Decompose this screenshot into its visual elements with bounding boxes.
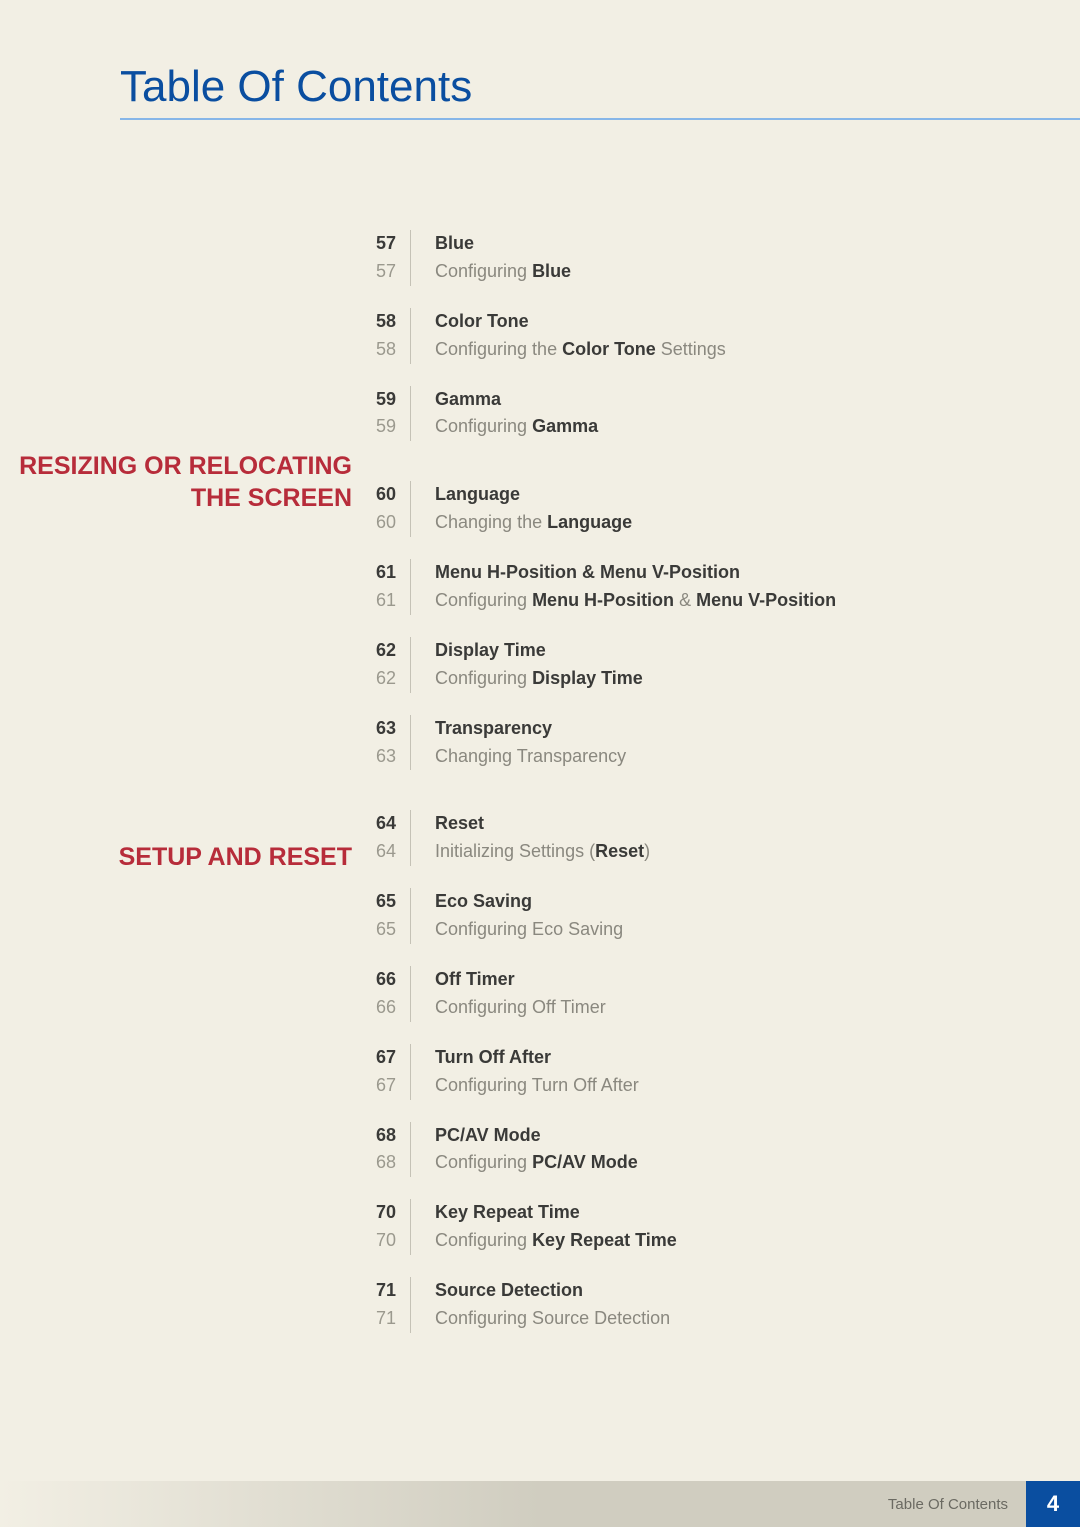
toc-page: 60 [370,509,396,537]
toc-page: 59 [370,413,396,441]
section-title-resizing: RESIZING OR RELOCATING THE SCREEN [0,450,352,514]
toc-heading[interactable]: Display Time [435,637,971,665]
toc-group: 65 65 Eco Saving Configuring Eco Saving [370,888,971,944]
toc-heading[interactable]: Off Timer [435,966,971,994]
toc-heading[interactable]: Blue [435,230,971,258]
toc-sub[interactable]: Configuring Display Time [435,665,971,693]
toc-sub[interactable]: Configuring Eco Saving [435,916,971,944]
toc-sub[interactable]: Initializing Settings (Reset) [435,838,971,866]
header: Table Of Contents [0,0,1080,120]
toc-page: 70 [370,1227,396,1255]
toc-group: 68 68 PC/AV Mode Configuring PC/AV Mode [370,1122,971,1178]
page-number: 4 [1026,1481,1080,1527]
toc-page: 64 [370,810,396,838]
toc-body: 57 57 Blue Configuring Blue 58 58 Color … [370,230,971,1355]
toc-page: 58 [370,308,396,336]
toc-group: 60 60 Language Changing the Language [370,481,971,537]
toc-group: 59 59 Gamma Configuring Gamma [370,386,971,442]
toc-page: 71 [370,1277,396,1305]
toc-content: RESIZING OR RELOCATING THE SCREEN SETUP … [0,120,1080,1355]
toc-sub[interactable]: Configuring the Color Tone Settings [435,336,971,364]
toc-heading[interactable]: PC/AV Mode [435,1122,971,1150]
toc-heading[interactable]: Turn Off After [435,1044,971,1072]
toc-page: 67 [370,1044,396,1072]
toc-heading[interactable]: Key Repeat Time [435,1199,971,1227]
toc-sub[interactable]: Configuring Menu H-Position & Menu V-Pos… [435,587,971,615]
toc-page: 61 [370,559,396,587]
toc-group: 61 61 Menu H-Position & Menu V-Position … [370,559,971,615]
toc-sub[interactable]: Changing Transparency [435,743,971,771]
toc-page: 57 [370,230,396,258]
toc-page: 62 [370,637,396,665]
toc-sub[interactable]: Configuring Blue [435,258,971,286]
toc-page: 68 [370,1149,396,1177]
toc-heading[interactable]: Menu H-Position & Menu V-Position [435,559,971,587]
toc-group: 63 63 Transparency Changing Transparency [370,715,971,771]
toc-page: 67 [370,1072,396,1100]
toc-group: 62 62 Display Time Configuring Display T… [370,637,971,693]
toc-group: 58 58 Color Tone Configuring the Color T… [370,308,971,364]
toc-sub[interactable]: Configuring Turn Off After [435,1072,971,1100]
toc-sub[interactable]: Configuring Off Timer [435,994,971,1022]
toc-page: 62 [370,665,396,693]
toc-heading[interactable]: Language [435,481,971,509]
toc-page: 63 [370,743,396,771]
toc-sub[interactable]: Changing the Language [435,509,971,537]
toc-page: 66 [370,994,396,1022]
toc-page: 59 [370,386,396,414]
toc-page: 64 [370,838,396,866]
toc-heading[interactable]: Reset [435,810,971,838]
toc-page: 57 [370,258,396,286]
toc-page: 68 [370,1122,396,1150]
toc-heading[interactable]: Eco Saving [435,888,971,916]
toc-sub[interactable]: Configuring Key Repeat Time [435,1227,971,1255]
toc-page: 71 [370,1305,396,1333]
toc-group: 66 66 Off Timer Configuring Off Timer [370,966,971,1022]
page-title: Table Of Contents [120,62,1080,120]
toc-heading[interactable]: Gamma [435,386,971,414]
toc-group: 67 67 Turn Off After Configuring Turn Of… [370,1044,971,1100]
toc-group: 64 64 Reset Initializing Settings (Reset… [370,810,971,866]
toc-page: 70 [370,1199,396,1227]
footer: Table Of Contents 4 [0,1481,1080,1527]
toc-page: 65 [370,888,396,916]
toc-heading[interactable]: Source Detection [435,1277,971,1305]
toc-page: 58 [370,336,396,364]
toc-page: 66 [370,966,396,994]
toc-page: 61 [370,587,396,615]
section-titles-column: RESIZING OR RELOCATING THE SCREEN SETUP … [0,230,370,1355]
toc-heading[interactable]: Transparency [435,715,971,743]
toc-sub[interactable]: Configuring Source Detection [435,1305,971,1333]
section-title-setup: SETUP AND RESET [0,841,352,873]
toc-sub[interactable]: Configuring PC/AV Mode [435,1149,971,1177]
toc-page: 63 [370,715,396,743]
toc-group: 70 70 Key Repeat Time Configuring Key Re… [370,1199,971,1255]
toc-sub[interactable]: Configuring Gamma [435,413,971,441]
toc-group: 71 71 Source Detection Configuring Sourc… [370,1277,971,1333]
toc-page: 60 [370,481,396,509]
entries-column: 57 57 Blue Configuring Blue 58 58 Color … [370,230,971,1355]
toc-page: 65 [370,916,396,944]
toc-group: 57 57 Blue Configuring Blue [370,230,971,286]
footer-label: Table Of Contents [888,1496,1008,1513]
toc-heading[interactable]: Color Tone [435,308,971,336]
